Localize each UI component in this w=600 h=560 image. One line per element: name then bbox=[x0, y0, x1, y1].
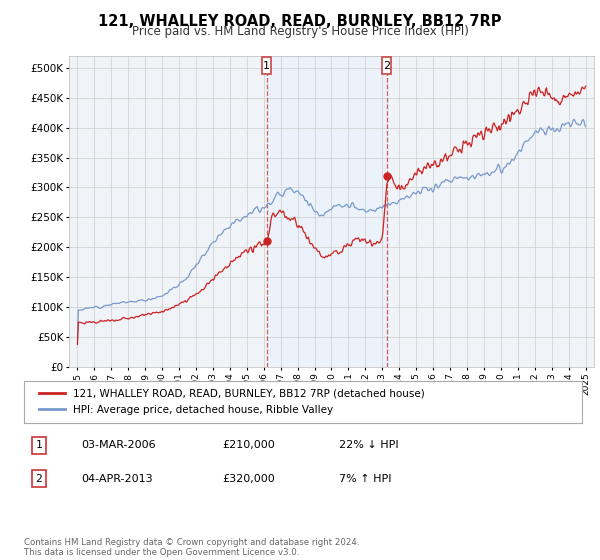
Text: 1: 1 bbox=[263, 60, 270, 71]
Text: 7% ↑ HPI: 7% ↑ HPI bbox=[339, 474, 391, 484]
Text: £210,000: £210,000 bbox=[222, 440, 275, 450]
Text: Price paid vs. HM Land Registry's House Price Index (HPI): Price paid vs. HM Land Registry's House … bbox=[131, 25, 469, 38]
Text: 2: 2 bbox=[35, 474, 43, 484]
Text: Contains HM Land Registry data © Crown copyright and database right 2024.
This d: Contains HM Land Registry data © Crown c… bbox=[24, 538, 359, 557]
Text: £320,000: £320,000 bbox=[222, 474, 275, 484]
Legend: 121, WHALLEY ROAD, READ, BURNLEY, BB12 7RP (detached house), HPI: Average price,: 121, WHALLEY ROAD, READ, BURNLEY, BB12 7… bbox=[35, 385, 429, 419]
Text: 04-APR-2013: 04-APR-2013 bbox=[81, 474, 152, 484]
Text: 03-MAR-2006: 03-MAR-2006 bbox=[81, 440, 155, 450]
Text: 2: 2 bbox=[383, 60, 390, 71]
Text: 22% ↓ HPI: 22% ↓ HPI bbox=[339, 440, 398, 450]
Text: 121, WHALLEY ROAD, READ, BURNLEY, BB12 7RP: 121, WHALLEY ROAD, READ, BURNLEY, BB12 7… bbox=[98, 14, 502, 29]
Text: 1: 1 bbox=[35, 440, 43, 450]
FancyBboxPatch shape bbox=[382, 57, 391, 74]
Bar bbox=[266, 56, 386, 367]
FancyBboxPatch shape bbox=[262, 57, 271, 74]
